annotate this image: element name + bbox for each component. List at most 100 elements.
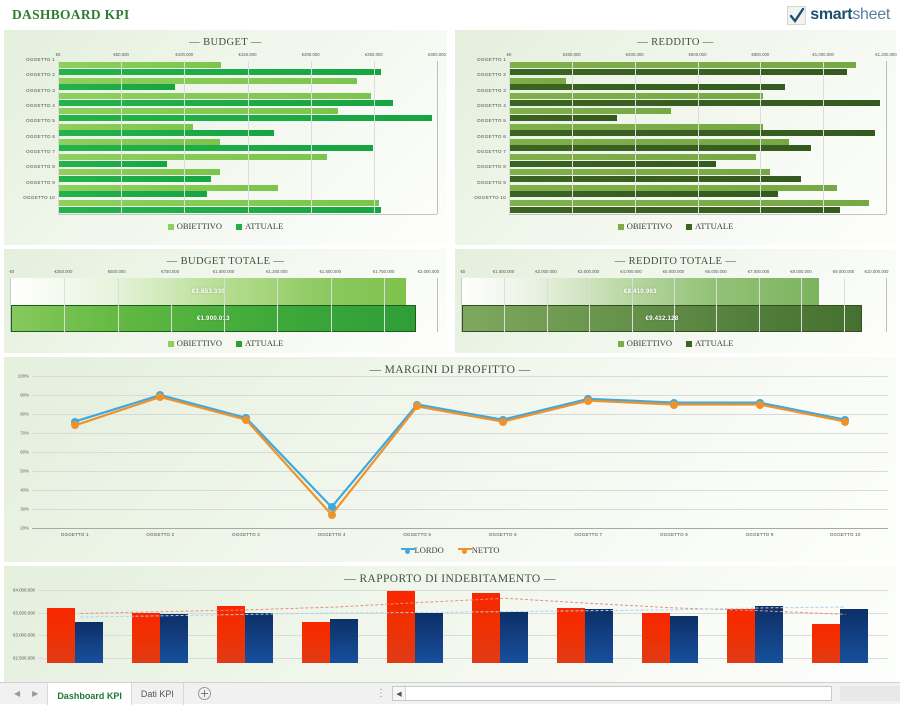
chevron-left-icon[interactable]: ◀: [14, 689, 21, 698]
kebab-menu-icon[interactable]: ⋮: [376, 688, 386, 699]
category-label: OGGETTO 3: [232, 532, 260, 537]
gridline: [32, 395, 888, 396]
bar-attuale: [509, 84, 786, 91]
reddito-totale-value-obiettivo: €8.410.963: [623, 288, 657, 295]
budget-totale-value-obiettivo: €1.853.330: [191, 288, 225, 295]
budget-totale-legend: OBIETTIVO ATTUALE: [4, 332, 447, 348]
axis-tick-label: €1.500.000: [319, 269, 342, 274]
tab-dati-kpi[interactable]: Dati KPI: [130, 682, 184, 705]
bar-group: [509, 76, 886, 91]
gridline: [504, 278, 506, 332]
reddito-totale-plot: €8.410.963 €9.432.128: [461, 278, 887, 332]
logo-brand-secondary: sheet: [852, 6, 890, 23]
gridline: [330, 278, 332, 332]
category-label: OGGETTO 1: [477, 57, 506, 63]
legend-swatch-obiettivo: [167, 341, 174, 347]
gridline: [117, 278, 119, 332]
gridline: [760, 61, 762, 214]
data-point-marker: [498, 417, 507, 426]
axis-tick-label: €0: [506, 52, 512, 57]
category-label: OGGETTO 8: [477, 164, 506, 170]
bar-group: [58, 168, 437, 183]
gridline: [758, 278, 760, 332]
margini-plot-area: 100% 90% 80% 70% 60% 50% 40% 30% 20%: [18, 374, 888, 531]
scrollbar-track-end: [840, 686, 900, 701]
category-label: OGGETTO 9: [745, 532, 774, 537]
legend-label-attuale: ATTUALE: [245, 338, 284, 348]
horizontal-scrollbar[interactable]: ◀: [392, 686, 832, 701]
gridline: [32, 490, 888, 491]
legend-item-obiettivo: OBIETTIVO: [167, 338, 222, 348]
category-label: OGGETTO 5: [477, 118, 506, 124]
sheet-nav-buttons: ◀ ▶: [0, 689, 48, 698]
budget-chart-body: OGGETTO 1 OGGETTO 2 OGGETTO 3 OGGETTO 4 OGGE…: [4, 48, 447, 215]
axis-tick-label: €0: [55, 52, 61, 57]
row-detail-bars: — BUDGET — OGGETTO 1 OGGETTO 2 OGGETTO 3 OG…: [0, 30, 900, 245]
bar-obiettivo: [509, 154, 756, 161]
tab-dashboard-kpi[interactable]: Dashboard KPI: [47, 682, 132, 705]
category-label: OGGETTO 10: [474, 194, 506, 200]
bar-obiettivo: [509, 62, 857, 69]
bar-group: [58, 107, 437, 122]
data-point-marker: [327, 503, 336, 512]
data-point-marker: [242, 415, 250, 424]
legend-label-obiettivo: OBIETTIVO: [176, 221, 223, 231]
trendline: [81, 598, 846, 614]
axis-tick-label: €1.000.000: [812, 52, 834, 57]
chart-panel-budget: — BUDGET — OGGETTO 1 OGGETTO 2 OGGETTO 3 OG…: [4, 30, 447, 245]
logo-brand-primary: smart: [810, 6, 853, 23]
plus-circle-icon[interactable]: [197, 687, 211, 700]
data-point-marker: [755, 400, 764, 409]
axis-tick-label: €400.000: [625, 52, 644, 57]
smartsheet-logo: smartsheet: [787, 5, 890, 25]
budget-totale-body: €0 €250.000 €500.000 €750.000 €1.000.000 €1.2…: [4, 267, 447, 332]
bar-attuale: [58, 160, 167, 167]
gridline: [38, 635, 888, 637]
category-label: OGGETTO 7: [477, 148, 506, 154]
bar-serie-blu: [499, 611, 528, 663]
category-label: OGGETTO 1: [26, 57, 55, 63]
chart-title-margini: — MARGINI DI PROFITTO —: [369, 364, 531, 376]
chart-panel-reddito-totale: — REDDITO TOTALE — €0 €1.000.000 €2.000.00…: [455, 249, 896, 353]
chart-title-budget-totale: — BUDGET TOTALE —: [166, 256, 285, 267]
bar-obiettivo: [58, 169, 220, 176]
axis-tick-label: 80%: [20, 411, 29, 417]
axis-tick-label: €7.000.000: [747, 269, 770, 274]
chart-title-reddito-totale: — REDDITO TOTALE —: [614, 256, 737, 267]
bar-obiettivo: [509, 108, 671, 115]
chevron-right-icon[interactable]: ▶: [32, 689, 39, 698]
scroll-left-icon[interactable]: ◀: [393, 687, 406, 700]
data-point-marker: [156, 392, 165, 401]
reddito-baseline: [509, 214, 886, 215]
gridline: [247, 61, 249, 214]
bar-serie-blu: [669, 615, 698, 663]
axis-tick-label: €800.000: [751, 52, 770, 57]
budget-totale-plot: €1.853.330 €1.900.013: [10, 278, 438, 332]
gridline: [64, 278, 66, 332]
gridline: [38, 612, 888, 614]
legend-item-lordo: LORDO: [400, 545, 444, 555]
bar-obiettivo: [509, 200, 869, 207]
budget-totale-x-axis: €0 €250.000 €500.000 €750.000 €1.000.000 €1.2…: [10, 269, 440, 278]
bar-serie-rossa: [471, 593, 500, 663]
bar-serie-rossa: [301, 621, 330, 663]
bar-attuale: [509, 191, 778, 198]
scrollbar-thumb[interactable]: [406, 687, 831, 700]
axis-tick-label: €1.200.000: [875, 52, 897, 57]
bar-attuale: [58, 176, 211, 183]
indebitamento-trendlines: [38, 585, 888, 663]
category-label: OGGETTO 6: [26, 133, 55, 139]
legend-swatch-attuale: [686, 341, 693, 347]
data-point-marker: [841, 417, 850, 426]
axis-tick-label: €10.000.000: [864, 269, 889, 274]
axis-tick-label: €8.000.000: [790, 269, 812, 274]
axis-tick-label: €5.000.000: [662, 269, 685, 274]
bar-attuale: [58, 114, 432, 121]
category-label: OGGETTO 10: [829, 532, 861, 537]
gridline: [32, 509, 888, 510]
legend-swatch-attuale: [686, 224, 693, 230]
bar-group: [509, 92, 886, 107]
category-label: OGGETTO 5: [26, 118, 55, 124]
category-label: OGGETTO 10: [23, 194, 55, 200]
reddito-totale-x-axis: €0 €1.000.000 €2.000.000 €3.000.000 €4.000.0…: [461, 269, 889, 278]
